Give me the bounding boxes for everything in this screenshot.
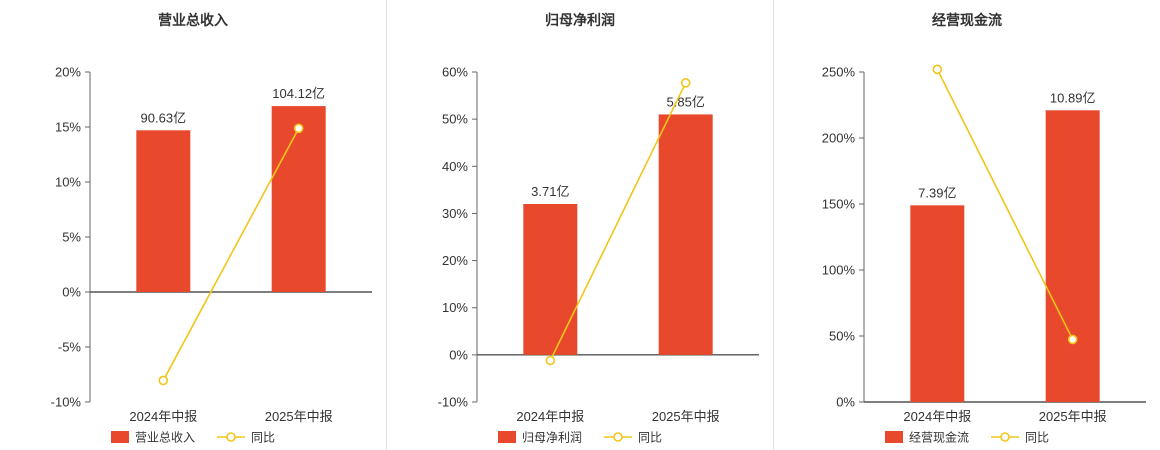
legend-line-marker <box>226 432 236 442</box>
x-category-label: 2025年中报 <box>1039 409 1107 424</box>
chart-panel-net-profit: 归母净利润 60% 50% 40% 30% 20% 10% 0% -10% 3.71亿 5.85亿… <box>386 0 773 450</box>
legend-bar-swatch <box>111 431 129 443</box>
legend-bar-swatch <box>498 431 516 443</box>
legend-line-marker <box>1000 432 1010 442</box>
legend-bar-label: 经营现金流 <box>909 430 969 445</box>
chart-title-cash-flow: 经营现金流 <box>932 12 1002 28</box>
y-tick-label: -10% <box>51 395 82 410</box>
chart-title-revenue: 营业总收入 <box>158 12 228 28</box>
y-tick-label: 100% <box>822 263 856 278</box>
bar-value-label: 5.85亿 <box>667 94 705 109</box>
x-category-label: 2025年中报 <box>265 409 333 424</box>
x-category-label: 2025年中报 <box>652 409 720 424</box>
legend-bar-label: 归母净利润 <box>522 431 582 445</box>
legend-bar-label: 营业总收入 <box>135 431 195 445</box>
y-tick-label: 60% <box>442 65 468 80</box>
chart-plot-cash-flow: 250% 200% 150% 100% 50% 0% 7.39亿 10.89亿 2024年中报 2… <box>774 32 1160 447</box>
y-tick-label: 10% <box>442 300 468 315</box>
y-tick-label: 50% <box>829 329 855 344</box>
y-tick-label: 0% <box>449 347 468 362</box>
yoy-marker <box>1067 334 1078 345</box>
y-tick-label: 250% <box>822 65 856 80</box>
legend-line-label: 同比 <box>251 431 275 445</box>
bar <box>523 204 578 355</box>
bar-value-label: 90.63亿 <box>141 110 187 125</box>
bar-value-label: 10.89亿 <box>1050 90 1096 105</box>
legend-line-label: 同比 <box>638 431 662 445</box>
y-tick-label: 10% <box>55 175 81 190</box>
chart-panel-cash-flow: 经营现金流 250% 200% 150% 100% 50% 0% 7.39亿 10.89亿 20… <box>773 0 1160 450</box>
chart-panel-revenue: 营业总收入 20% 15% 10% 5% 0% -5% -10% 90.63亿 104.12亿 2… <box>0 0 386 450</box>
chart-canvas: 20% 15% 10% 5% 0% -5% -10% 90.63亿 104.12亿 2024年中报… <box>51 65 372 445</box>
bar-value-label: 3.71亿 <box>531 184 569 199</box>
y-tick-label: -10% <box>438 395 469 410</box>
chart-canvas: 250% 200% 150% 100% 50% 0% 7.39亿 10.89亿 2024年中报 2… <box>822 64 1146 445</box>
y-tick-label: 20% <box>442 253 468 268</box>
legend-bar-swatch <box>885 431 903 443</box>
bar-value-label: 7.39亿 <box>918 185 956 200</box>
yoy-line <box>162 127 300 381</box>
bar <box>1045 110 1100 402</box>
yoy-marker <box>932 64 943 75</box>
bar <box>910 205 965 402</box>
y-tick-label: -5% <box>58 340 82 355</box>
x-category-label: 2024年中报 <box>903 409 971 424</box>
chart-title-net-profit: 归母净利润 <box>545 12 615 28</box>
y-tick-label: 0% <box>836 395 855 410</box>
y-tick-label: 30% <box>442 206 468 221</box>
yoy-marker <box>680 78 691 88</box>
y-tick-label: 0% <box>62 285 81 300</box>
yoy-marker <box>545 355 556 366</box>
chart-plot-net-profit: 60% 50% 40% 30% 20% 10% 0% -10% 3.71亿 5.85亿 2024年中… <box>387 32 773 447</box>
bar <box>136 130 191 292</box>
y-tick-label: 5% <box>62 230 81 245</box>
x-category-label: 2024年中报 <box>129 409 197 424</box>
chart-plot-revenue: 20% 15% 10% 5% 0% -5% -10% 90.63亿 104.12亿 2024年中报… <box>0 32 386 447</box>
legend-line-label: 同比 <box>1025 431 1049 445</box>
yoy-marker <box>293 123 304 134</box>
y-tick-label: 150% <box>822 197 856 212</box>
y-tick-label: 15% <box>55 120 81 135</box>
yoy-line <box>549 82 687 361</box>
y-tick-label: 40% <box>442 159 468 174</box>
x-category-label: 2024年中报 <box>516 409 584 424</box>
bar <box>271 106 326 292</box>
bar-value-label: 104.12亿 <box>272 86 325 101</box>
yoy-line <box>936 69 1074 340</box>
yoy-marker <box>158 375 169 386</box>
y-tick-label: 200% <box>822 131 856 146</box>
y-tick-label: 20% <box>55 65 81 80</box>
y-tick-label: 50% <box>442 112 468 127</box>
legend-line-marker <box>613 432 623 442</box>
bar <box>658 114 713 355</box>
chart-canvas: 60% 50% 40% 30% 20% 10% 0% -10% 3.71亿 5.85亿 2024年中… <box>438 65 759 445</box>
